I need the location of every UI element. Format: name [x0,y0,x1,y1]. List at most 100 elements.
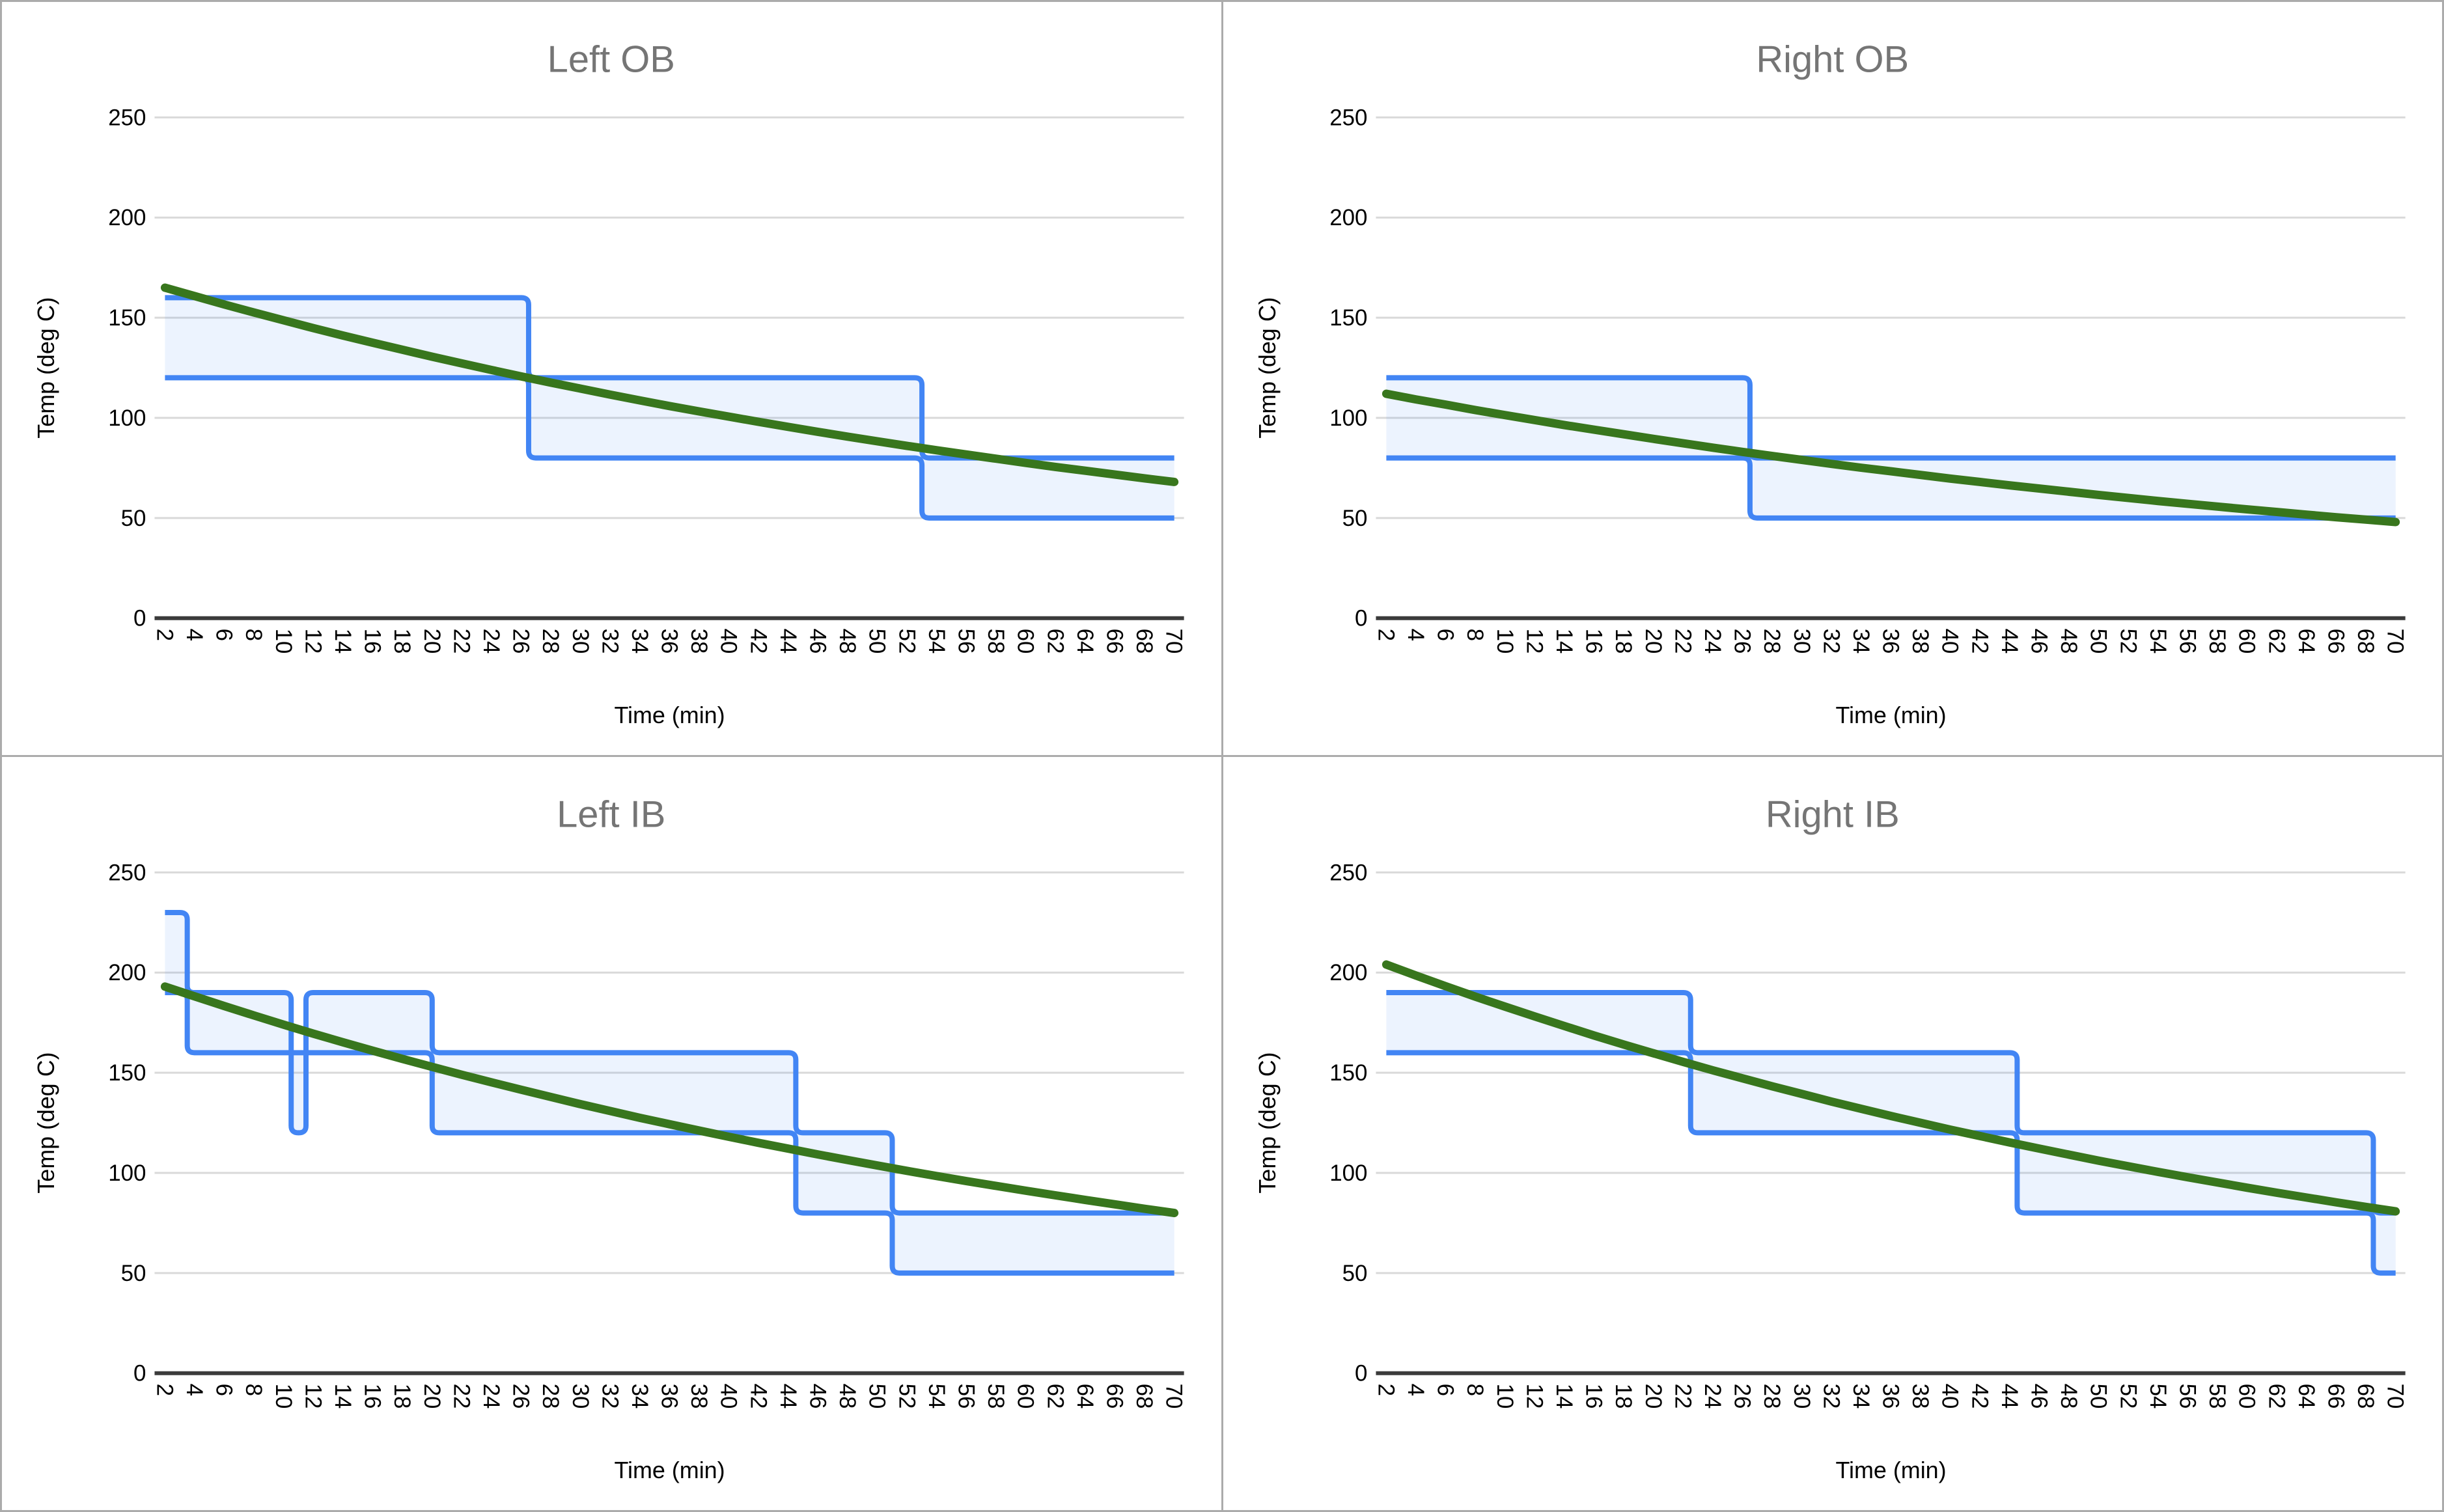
y-tick-label: 100 [108,405,146,431]
y-tick-label: 200 [108,205,146,230]
x-tick-label: 30 [1788,1384,1814,1409]
x-tick-label: 40 [1937,629,1962,654]
x-tick-label: 56 [2174,1384,2200,1409]
x-tick-label: 48 [835,1384,860,1409]
x-tick-label: 56 [954,1384,979,1409]
x-tick-label: 64 [1072,629,1098,654]
y-tick-label: 200 [1329,960,1367,985]
x-tick-label: 8 [241,1384,266,1396]
band-upper-line [165,295,1174,461]
x-tick-label: 48 [2056,1384,2081,1409]
chart-title: Left OB [548,39,675,81]
x-tick-label: 18 [389,1384,415,1409]
x-tick-label: 36 [657,1384,682,1409]
x-tick-label: 14 [330,1384,355,1409]
x-tick-label: 58 [983,629,1008,654]
x-tick-label: 66 [1102,1384,1128,1409]
x-tick-label: 38 [1908,1384,1933,1409]
x-tick-label: 52 [894,629,919,654]
x-tick-label: 2 [1373,629,1398,641]
x-tick-label: 30 [568,1384,593,1409]
chart-left-ib[interactable]: 0 50 100 150 200 250 2 4 6 8 10 12 14 16 18 20 22 24 26 28 3… [2,757,1221,1510]
x-tick-label: 30 [568,629,593,654]
x-tick-label: 46 [2026,1384,2051,1409]
x-tick-label: 62 [2264,629,2289,654]
x-tick-label: 10 [1492,629,1517,654]
x-tick-label: 58 [2204,629,2230,654]
x-tick-label: 54 [2145,1384,2170,1409]
y-axis-title: Temp (deg C) [1254,297,1280,438]
y-tick-label: 0 [133,1361,146,1386]
x-tick-label: 64 [2293,629,2318,654]
y-tick-label: 100 [108,1161,146,1186]
x-tick-label: 12 [1521,1384,1547,1409]
x-tick-label: 16 [1581,1384,1606,1409]
y-tick-label: 150 [108,1060,146,1086]
x-tick-label: 26 [508,629,534,654]
band-lower-line [1385,1050,2396,1276]
x-tick-label: 68 [1132,629,1157,654]
band-upper-line [165,909,1174,1216]
x-tick-label: 68 [2353,629,2378,654]
x-tick-label: 58 [983,1384,1008,1409]
x-tick-label: 52 [2115,629,2141,654]
x-tick-label: 12 [1521,629,1547,654]
chart-title: Right OB [1756,39,1909,81]
x-tick-label: 32 [1818,1384,1844,1409]
x-tick-label: 60 [2234,1384,2259,1409]
chart-left-ob[interactable]: 0 50 100 150 200 250 2 4 6 8 10 12 14 16 18 20 22 24 26 28 3… [2,2,1221,755]
y-tick-label: 50 [1342,1261,1367,1286]
x-tick-label: 22 [1670,1384,1695,1409]
x-tick-label: 26 [508,1384,534,1409]
x-tick-label: 26 [1729,1384,1755,1409]
x-tick-label: 20 [1640,1384,1665,1409]
x-tick-label: 44 [775,1384,801,1409]
x-tick-label: 18 [1611,1384,1636,1409]
band-lower-line [165,990,1174,1276]
x-tick-label: 34 [627,1384,652,1409]
y-tick-label: 150 [108,305,146,331]
x-tick-label: 48 [835,629,860,654]
x-tick-label: 14 [330,629,355,654]
band-fill-segment [1385,993,1691,1053]
band-fill-segment [796,1133,893,1213]
y-tick-label: 200 [108,960,146,985]
x-tick-label: 40 [1937,1384,1962,1409]
x-tick-label: 18 [389,629,415,654]
band-fill-segment [2372,1213,2396,1273]
x-tick-label: 60 [1013,1384,1038,1409]
x-tick-label: 20 [419,1384,445,1409]
x-tick-label: 66 [1102,629,1128,654]
x-tick-label: 38 [686,1384,712,1409]
x-tick-label: 12 [300,629,326,654]
y-axis-title: Temp (deg C) [33,297,59,438]
x-tick-label: 44 [775,629,801,654]
x-tick-label: 8 [241,629,266,641]
x-tick-label: 42 [745,629,771,654]
x-tick-label: 28 [1759,1384,1784,1409]
x-tick-label: 50 [865,629,890,654]
x-tick-label: 52 [894,1384,919,1409]
trend-line [160,982,1179,1218]
x-tick-label: 66 [2323,1384,2348,1409]
y-tick-label: 0 [1355,1361,1367,1386]
trend-line [1382,960,2400,1216]
chart-right-ib[interactable]: 0 50 100 150 200 250 2 4 6 8 10 12 14 16 18 20 22 24 26 28 3… [1223,757,2442,1510]
y-axis-title: Temp (deg C) [1254,1052,1280,1193]
y-tick-label: 50 [121,506,146,531]
band-fill-segment [1690,1052,2017,1133]
x-tick-label: 62 [1042,629,1068,654]
x-tick-label: 28 [1759,629,1784,654]
x-tick-label: 24 [1700,1384,1725,1409]
x-tick-label: 10 [1492,1384,1517,1409]
x-tick-label: 54 [924,1384,949,1409]
x-tick-label: 50 [2085,1384,2111,1409]
x-tick-label: 6 [212,1384,237,1396]
y-tick-label: 250 [108,860,146,885]
x-tick-label: 70 [2382,1384,2408,1409]
x-tick-label: 34 [1848,1384,1873,1409]
chart-right-ob[interactable]: 0 50 100 150 200 250 2 4 6 8 10 12 14 16 18 20 22 24 26 28 3… [1223,2,2442,755]
x-tick-label: 64 [2293,1384,2318,1409]
